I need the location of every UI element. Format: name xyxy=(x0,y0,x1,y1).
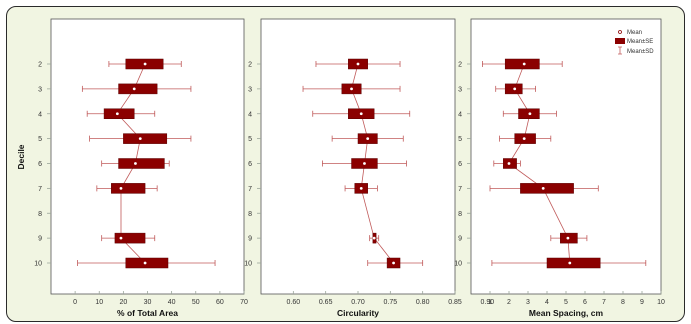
x-tick-label: 0.75 xyxy=(384,299,398,306)
figure-frame: Decile 2 3 4 5 6 7 8 9 10 0 10 20 30 40 50 60 70 % of Tota… xyxy=(6,6,685,322)
mean-marker xyxy=(119,236,123,240)
mean-marker xyxy=(528,112,532,116)
x-tick-label: 0.90 xyxy=(481,299,495,306)
x-tick-label: 4 xyxy=(545,299,549,306)
y-tick-label: 5 xyxy=(248,136,252,143)
y-tick-label: 6 xyxy=(38,161,42,168)
mean-marker xyxy=(522,137,526,141)
y-tick-label: 7 xyxy=(248,186,252,193)
x-axis-title: % of Total Area xyxy=(117,308,178,318)
y-tick-label: 5 xyxy=(38,136,42,143)
box-plot-chart: Decile 2 3 4 5 6 7 8 9 10 0 10 20 30 40 50 60 70 % of Tota… xyxy=(16,18,665,318)
y-tick-label: 10 xyxy=(454,261,462,268)
y-tick-label: 9 xyxy=(458,236,462,243)
mean-marker xyxy=(143,62,147,66)
mean-marker xyxy=(119,186,123,190)
x-axis-title: Circularity xyxy=(337,308,379,318)
se-box xyxy=(123,133,168,144)
y-tick-label: 6 xyxy=(458,161,462,168)
y-tick-label: 7 xyxy=(458,186,462,193)
se-box xyxy=(546,257,601,269)
x-tick-label: 3 xyxy=(526,299,530,306)
x-tick-label: 5 xyxy=(564,299,568,306)
mean-marker xyxy=(134,162,137,165)
y-axis-title: Decile xyxy=(16,144,26,169)
se-box xyxy=(114,232,146,244)
mean-marker xyxy=(138,137,142,141)
x-tick-label: 10 xyxy=(657,299,665,306)
y-tick-label: 8 xyxy=(38,211,42,218)
x-tick-label: 8 xyxy=(621,299,625,306)
y-tick-label: 4 xyxy=(248,111,252,118)
plot-panel-3 xyxy=(470,18,662,295)
mean-marker xyxy=(359,186,363,190)
mean-marker xyxy=(115,112,119,116)
x-tick-label: 0.60 xyxy=(287,299,301,306)
y-tick-label: 6 xyxy=(248,161,252,168)
x-tick-label: 0.70 xyxy=(351,299,365,306)
mean-marker xyxy=(568,261,572,265)
y-tick-label: 2 xyxy=(248,62,252,69)
x-tick-label: 0.85 xyxy=(448,299,462,306)
x-tick-label: 20 xyxy=(119,299,127,306)
mean-marker xyxy=(372,236,376,240)
mean-marker xyxy=(541,186,545,190)
y-tick-label: 8 xyxy=(458,211,462,218)
mean-marker xyxy=(132,87,136,91)
mean-marker xyxy=(356,62,360,66)
x-tick-label: 1 xyxy=(488,299,492,306)
se-box xyxy=(103,108,135,119)
se-box xyxy=(125,257,169,269)
y-tick-label: 5 xyxy=(458,136,462,143)
y-tick-label: 9 xyxy=(248,236,252,243)
x-tick-label: 9 xyxy=(640,299,644,306)
legend-mean-swatch xyxy=(618,30,622,34)
x-tick-label: 0 xyxy=(73,299,77,306)
y-tick-label: 10 xyxy=(34,261,42,268)
x-tick-label: 6 xyxy=(583,299,587,306)
mean-marker xyxy=(566,236,570,240)
y-tick-label: 7 xyxy=(38,186,42,193)
x-axis-title: Mean Spacing, cm xyxy=(529,308,604,318)
y-tick-label: 3 xyxy=(248,86,252,93)
se-box xyxy=(111,183,146,194)
mean-marker xyxy=(363,162,366,165)
y-tick-label: 4 xyxy=(458,111,462,118)
mean-marker xyxy=(359,112,363,116)
se-box xyxy=(520,183,574,194)
mean-marker xyxy=(366,137,370,141)
x-tick-label: 0.65 xyxy=(319,299,333,306)
legend-se-swatch xyxy=(615,38,625,44)
x-tick-label: 50 xyxy=(192,299,200,306)
x-tick-label: 70 xyxy=(240,299,248,306)
y-tick-label: 2 xyxy=(458,62,462,69)
x-tick-label: 60 xyxy=(216,299,224,306)
x-tick-label: 7 xyxy=(602,299,606,306)
y-tick-label: 3 xyxy=(38,86,42,93)
legend-se-label: Mean±SE xyxy=(627,39,653,45)
mean-marker xyxy=(350,87,353,91)
x-tick-label: 40 xyxy=(168,299,176,306)
x-tick-label: 2 xyxy=(507,299,511,306)
y-tick-label: 4 xyxy=(38,111,42,118)
se-box xyxy=(118,158,165,169)
y-tick-label: 9 xyxy=(38,236,42,243)
mean-marker xyxy=(513,87,517,91)
mean-marker xyxy=(143,261,147,265)
x-tick-label: 30 xyxy=(144,299,152,306)
legend-mean-label: Mean xyxy=(627,30,642,36)
mean-marker xyxy=(507,162,511,165)
y-tick-label: 8 xyxy=(248,211,252,218)
x-tick-label: 10 xyxy=(95,299,103,306)
y-tick-label: 3 xyxy=(458,86,462,93)
y-tick-label: 2 xyxy=(38,62,42,69)
mean-marker xyxy=(522,62,526,66)
mean-marker xyxy=(392,261,395,265)
y-tick-label: 10 xyxy=(244,261,252,268)
x-tick-label: 0.80 xyxy=(416,299,430,306)
se-box xyxy=(118,83,158,95)
legend-sd-label: Mean±SD xyxy=(627,49,654,55)
se-box xyxy=(504,58,540,70)
